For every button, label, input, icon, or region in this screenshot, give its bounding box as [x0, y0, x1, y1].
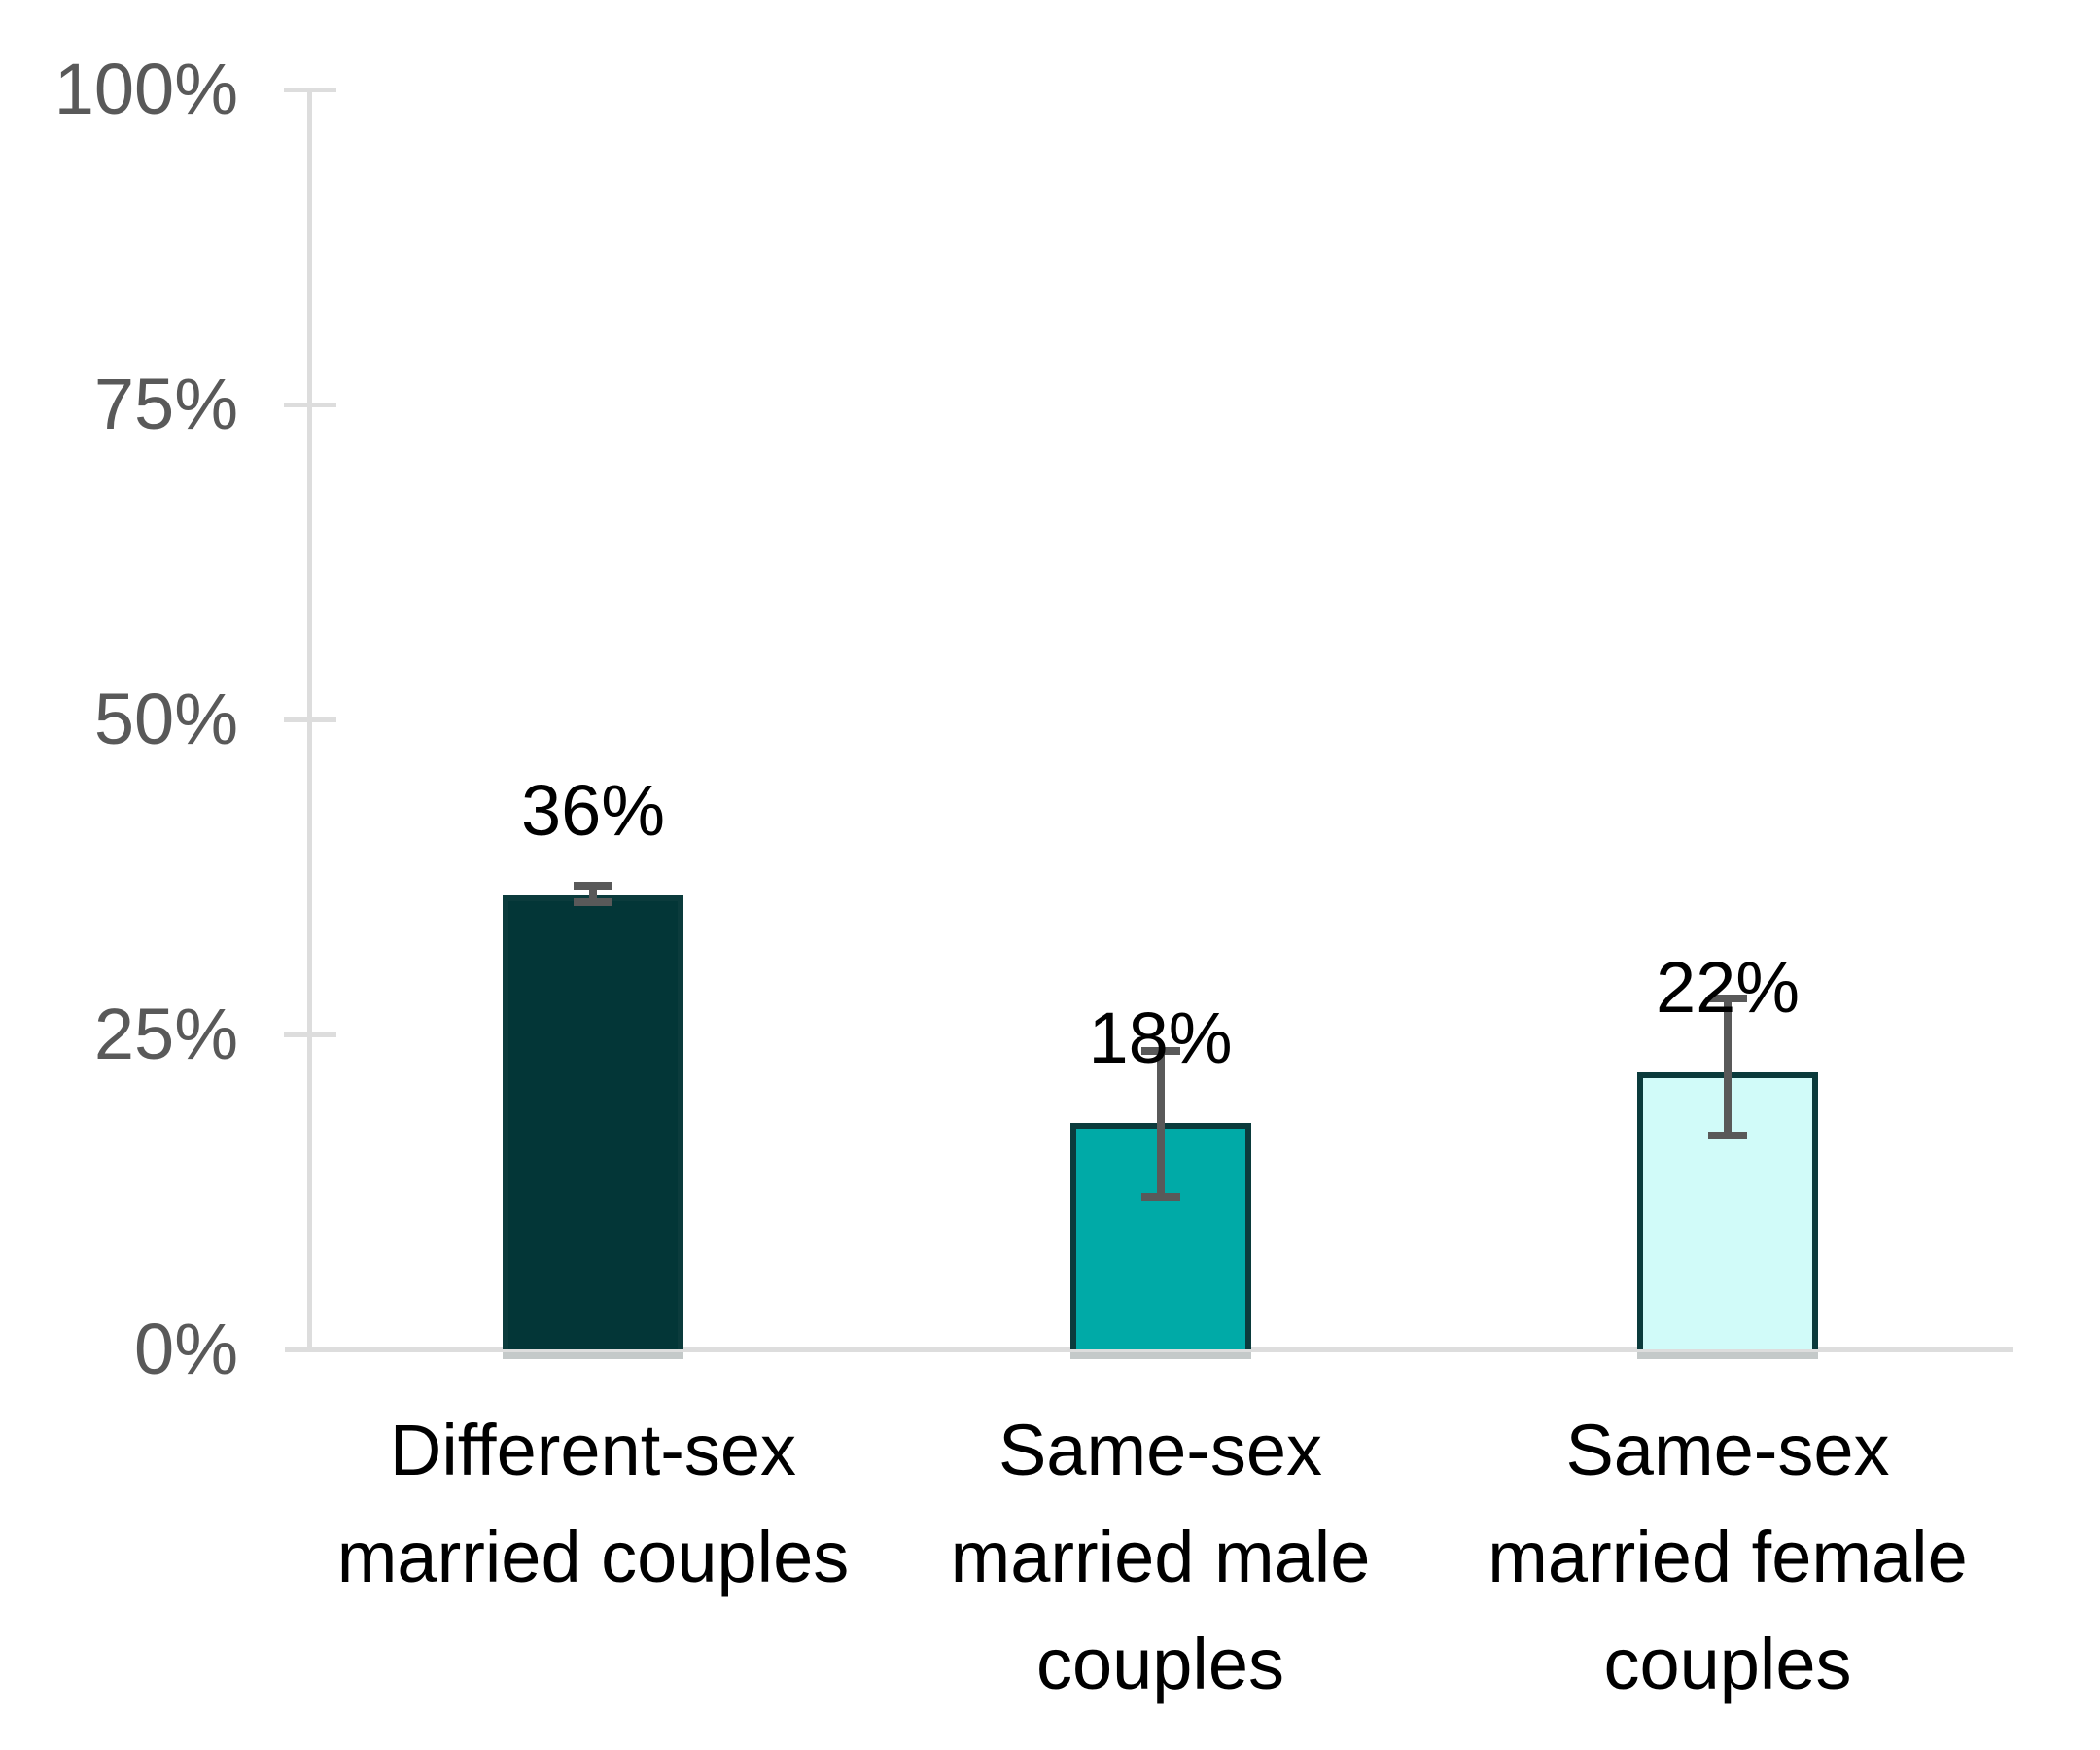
bar-shadow [503, 1352, 683, 1359]
y-axis-tick-label-50: 50% [93, 679, 238, 759]
error-bar-cap-bottom [574, 897, 612, 906]
bar-shadow [1637, 1352, 1818, 1359]
category-label: Same-sex married male couples [869, 1397, 1452, 1718]
category-label-line: Different-sex [389, 1410, 797, 1490]
category-label-line: married female [1488, 1517, 1968, 1597]
error-bar-cap-top [1708, 994, 1747, 1002]
y-axis-tick-label-100: 100% [53, 49, 238, 129]
error-bar-cap-bottom [1708, 1131, 1747, 1139]
category-label: Different-sex married couples [301, 1397, 885, 1611]
error-bar-cap-bottom [1140, 1193, 1180, 1202]
category-label-line: married couples [336, 1517, 850, 1597]
value-label: 36% [520, 770, 666, 852]
bar-1 [503, 895, 683, 1349]
value-label: 22% [1655, 946, 1801, 1028]
error-bar-cap-top [574, 882, 612, 891]
error-bar-cap-top [1140, 1046, 1180, 1055]
y-axis-tick-label-0: 0% [134, 1309, 238, 1389]
category-label-line: married male [950, 1517, 1371, 1597]
category-label-line: Same-sex [998, 1410, 1323, 1490]
y-axis-tick-label-75: 75% [93, 364, 238, 444]
error-bar-line [1724, 994, 1732, 1139]
category-label-line: couples [1035, 1624, 1285, 1704]
error-bar-line [1156, 1046, 1165, 1202]
bar-shadow [1069, 1352, 1251, 1359]
category-label-line: Same-sex [1565, 1410, 1890, 1490]
y-axis-tick-label-25: 25% [93, 994, 238, 1074]
x-axis-line [285, 1348, 2012, 1352]
value-label: 18% [1088, 997, 1233, 1078]
category-label: Same-sex married female couples [1436, 1397, 2019, 1718]
error-bar-line [589, 882, 597, 906]
category-label-line: couples [1603, 1624, 1852, 1704]
y-axis-line [307, 88, 312, 1349]
